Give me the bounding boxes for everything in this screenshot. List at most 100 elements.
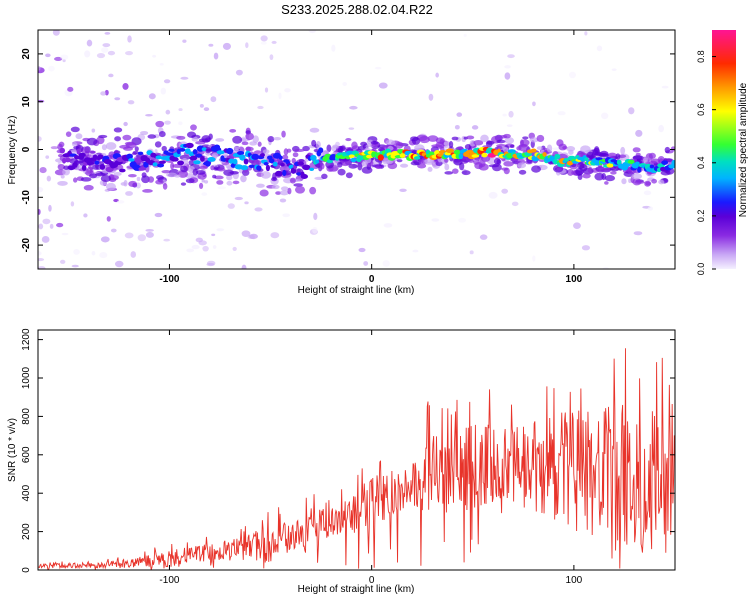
heat-cell	[471, 125, 479, 130]
heat-cell	[190, 124, 197, 131]
heat-cell	[458, 217, 467, 223]
heat-cell	[100, 174, 112, 183]
heat-cell	[348, 154, 355, 159]
heat-cell	[294, 185, 306, 194]
heat-cell	[444, 158, 449, 163]
heat-cell	[504, 65, 511, 69]
heat-cell	[57, 163, 65, 170]
heat-cell	[504, 137, 515, 144]
heat-cell	[62, 59, 66, 63]
heat-cell	[211, 233, 216, 237]
heat-cell	[511, 201, 519, 207]
heat-cell	[208, 43, 214, 47]
heat-cell	[286, 148, 292, 153]
heat-cell	[279, 190, 289, 196]
heat-cell	[60, 259, 66, 264]
heat-cell	[132, 150, 139, 155]
heat-cell	[100, 236, 110, 243]
colorbar-gradient	[712, 30, 736, 269]
heat-cell	[309, 167, 315, 171]
heat-cell	[97, 154, 104, 160]
x-tick-label: 0	[369, 575, 375, 586]
heat-cell	[647, 206, 654, 211]
heat-cell	[530, 148, 537, 153]
heat-cell	[493, 158, 501, 165]
heat-cell	[57, 180, 68, 186]
heat-cell	[136, 176, 141, 182]
colorbar-label: Normalized spectral amplitude	[738, 82, 749, 217]
heat-cell	[155, 155, 163, 160]
heat-cell	[280, 163, 285, 167]
heat-cell	[273, 136, 282, 141]
y-tick-label: 400	[21, 484, 32, 501]
heat-cell	[356, 154, 365, 161]
heat-cell	[508, 110, 514, 118]
heat-cell	[215, 138, 225, 142]
heat-cell	[566, 146, 576, 152]
heat-cell	[86, 137, 98, 146]
heat-cell	[163, 79, 171, 84]
heat-cell	[243, 158, 249, 165]
heat-cell	[137, 151, 144, 155]
heat-cell	[454, 124, 460, 130]
heat-cell	[179, 154, 191, 161]
heat-cell	[552, 158, 558, 165]
x-tick-label: 100	[566, 274, 583, 285]
heat-cell	[72, 162, 78, 168]
heat-cell	[563, 157, 570, 162]
heat-cell	[488, 191, 498, 199]
heat-cell	[265, 164, 271, 172]
heat-cell	[52, 30, 60, 36]
heat-cell	[145, 231, 154, 238]
heat-cell	[124, 232, 134, 239]
heat-cell	[556, 139, 564, 147]
heat-cell	[201, 192, 208, 196]
snr-series-line	[38, 348, 675, 570]
snr-ylabel: SNR (10 * v/v)	[7, 418, 18, 482]
heat-cell	[507, 54, 515, 59]
heat-cell	[315, 159, 320, 164]
heat-cell	[503, 161, 514, 167]
heat-cell	[123, 121, 128, 127]
heat-cell	[180, 76, 189, 80]
spectrogram-xlabel: Height of straight line (km)	[298, 285, 415, 296]
heat-cell	[89, 173, 98, 179]
heat-cell	[248, 164, 255, 168]
heat-cell	[186, 248, 195, 253]
heat-cell	[478, 160, 486, 168]
heat-cell	[171, 157, 179, 162]
heat-cell	[88, 161, 95, 165]
heat-cell	[427, 166, 433, 172]
heat-cell	[160, 87, 166, 95]
heat-cell	[38, 258, 45, 262]
heat-cell	[267, 136, 275, 143]
heat-cell	[168, 148, 175, 152]
heat-cell	[255, 160, 262, 165]
heat-cell	[232, 180, 240, 185]
heat-cell	[385, 139, 396, 146]
heat-cell	[122, 134, 132, 141]
heat-cell	[342, 82, 348, 87]
heat-cell	[38, 186, 44, 193]
heat-cell	[216, 228, 225, 232]
heat-cell	[198, 138, 209, 142]
heat-cell	[180, 182, 187, 186]
heat-cell	[245, 146, 254, 152]
heat-cell	[661, 160, 669, 165]
heat-cell	[298, 159, 305, 163]
heat-cell	[199, 104, 204, 108]
heat-cell	[202, 245, 209, 252]
heat-cell	[140, 130, 149, 136]
heat-cell	[99, 252, 108, 259]
heat-cell	[91, 250, 96, 256]
heat-cell	[138, 167, 147, 171]
heat-cell	[269, 54, 274, 61]
heat-cell	[339, 145, 346, 152]
heat-cell	[435, 72, 439, 78]
heat-cell	[396, 159, 403, 163]
heat-cell	[417, 163, 427, 169]
heat-cell	[54, 56, 63, 62]
heat-cell	[278, 92, 282, 100]
heat-cell	[290, 177, 296, 184]
